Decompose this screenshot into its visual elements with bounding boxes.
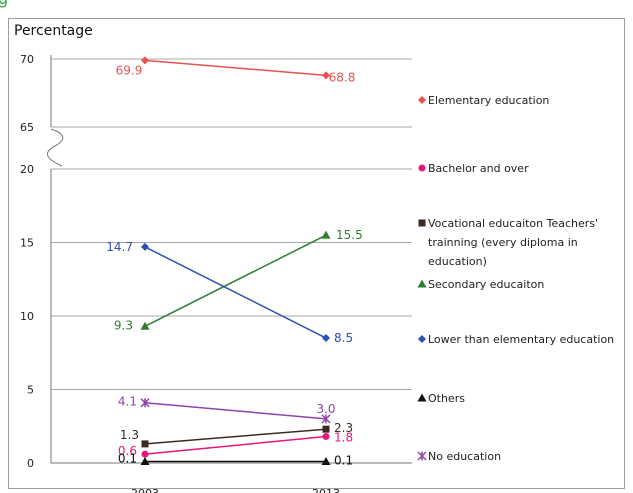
chart-frame [8, 18, 625, 489]
legend-item-1: Bachelor and over [418, 162, 529, 175]
series-6-point-0 [140, 398, 150, 408]
series-4-label-0: 14.7 [106, 240, 133, 254]
legend-label-5: Others [428, 392, 465, 405]
series-4-label-1: 8.5 [334, 331, 353, 345]
y-axis-label: Percentage [14, 23, 93, 39]
series-6-point-1 [321, 414, 331, 424]
series-0-label-0: 69.9 [116, 63, 143, 77]
series-6: 4.1 3.0 [118, 395, 336, 424]
series-1-point-1 [322, 433, 330, 441]
series-5-label-1: 0.1 [334, 454, 353, 468]
series-4-point-0 [141, 242, 149, 251]
y-tick-20: 20 [20, 163, 34, 176]
legend-label-2-0: Vocational educaiton Teachers' [428, 217, 598, 230]
series-2-point-1 [322, 425, 330, 433]
series-2: 1.3 2.3 [120, 421, 353, 448]
series-5-point-0 [140, 457, 150, 466]
series-3-label-0: 9.3 [114, 318, 133, 332]
legend-label-2-2: education) [428, 255, 487, 268]
axis-break-squiggle [47, 128, 64, 167]
legend-label-1: Bachelor and over [428, 162, 529, 175]
y-tick-15: 15 [20, 237, 34, 250]
series-6-label-1: 3.0 [316, 402, 335, 416]
series-1-label-1: 1.8 [334, 431, 353, 445]
y-tick-0: 0 [27, 457, 34, 470]
x-tick-labels: 2003 2013 [131, 487, 340, 493]
series-2-point-0 [141, 440, 149, 448]
legend-marker-3 [417, 279, 427, 288]
legend-label-2-1: trainning (every diploma in [428, 236, 578, 249]
series-3-label-1: 15.5 [336, 228, 363, 242]
series-0-point-0 [141, 56, 149, 65]
series-2-label-0: 1.3 [120, 428, 139, 442]
legend-label-0: Elementary education [428, 94, 549, 107]
legend-item-6: No education [417, 450, 501, 463]
series-1-line [144, 435, 327, 455]
series-4: 14.7 8.5 [106, 240, 353, 345]
legend-label-6: No education [428, 450, 501, 463]
legend-marker-0 [418, 96, 426, 104]
series-5-label-0: 0.1 [118, 452, 137, 466]
series-3-point-1 [321, 230, 331, 239]
series-0-point-1 [322, 71, 330, 80]
y-tick-70: 70 [20, 53, 34, 66]
legend-marker-1 [418, 164, 426, 172]
legend: Elementary education Bachelor and over Voc… [417, 94, 614, 463]
series-3-point-0 [140, 321, 150, 330]
series-0-line [144, 59, 327, 77]
series-0: 69.9 68.8 [116, 56, 356, 84]
series-6-line [144, 401, 327, 420]
y-tick-labels: 0 5 10 15 20 65 70 [20, 53, 34, 470]
legend-marker-4 [418, 335, 426, 343]
legend-marker-6 [417, 451, 427, 461]
series-2-line [144, 428, 327, 445]
x-tick-2013: 2013 [312, 487, 340, 493]
y-tick-5: 5 [27, 384, 34, 397]
legend-marker-5 [417, 393, 427, 402]
series-5-point-1 [321, 457, 331, 466]
series-2-label-1: 2.3 [334, 421, 353, 435]
series-6-label-0: 4.1 [118, 395, 137, 409]
legend-item-5: Others [417, 392, 465, 405]
axes [47, 55, 412, 464]
header-strip-text: g [0, 0, 8, 8]
legend-item-0: Elementary education [418, 94, 549, 107]
series-4-point-1 [322, 334, 330, 343]
series-5: 0.1 0.1 [118, 452, 353, 468]
series-4-line [144, 246, 327, 339]
series-1-point-0 [141, 450, 149, 458]
series-1-label-0: 0.6 [118, 444, 137, 458]
legend-label-3: Secondary educaiton [428, 278, 544, 291]
series-3-line [144, 234, 327, 327]
gridlines [51, 58, 412, 390]
x-tick-2003: 2003 [131, 487, 159, 493]
y-tick-65: 65 [20, 121, 34, 134]
series-group: 69.9 68.80.61.81.3 2.39.315.514.78.50.1 0.1… [106, 56, 363, 468]
legend-item-4: Lower than elementary education [418, 333, 614, 346]
legend-label-4: Lower than elementary education [428, 333, 614, 346]
legend-item-2: Vocational educaiton Teachers' trainning … [418, 217, 598, 268]
series-0-label-1: 68.8 [329, 70, 356, 84]
legend-item-3: Secondary educaiton [417, 278, 544, 291]
y-tick-10: 10 [20, 310, 34, 323]
series-3: 9.3 15.5 [114, 228, 363, 332]
legend-marker-2 [418, 219, 426, 227]
series-1: 0.6 1.8 [118, 431, 353, 459]
